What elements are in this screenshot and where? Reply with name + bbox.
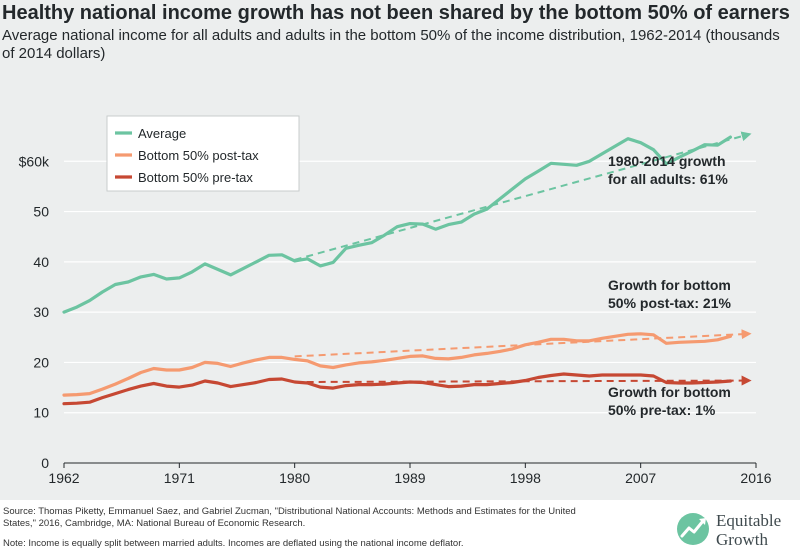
y-tick-label: 10 [33, 405, 49, 421]
series-line [62, 372, 733, 406]
series-line [62, 332, 733, 397]
y-axis-ticks: 0 10 20 30 40 50 $60k [19, 153, 50, 471]
x-tick-label: 1980 [279, 470, 310, 486]
y-tick-label: 0 [41, 455, 49, 471]
legend-box [106, 115, 300, 192]
annotation-line: Growth for bottom [608, 277, 731, 293]
y-tick-label: 50 [33, 204, 49, 220]
annotation-text: 1980-2014 growth for all adults: 61% [608, 153, 728, 187]
y-tick-label: 20 [33, 354, 49, 370]
chart-title: Healthy national income growth has not b… [2, 2, 790, 24]
trend-line [294, 375, 752, 386]
y-tick-label: 40 [33, 254, 49, 270]
x-tick-label: 1971 [164, 470, 195, 486]
annotations: 1980-2014 growth for all adults: 61% Growt… [608, 153, 731, 418]
source-line-1: Source: Thomas Piketty, Emmanuel Saez, a… [3, 506, 576, 517]
logo-text-line-2: Growth [716, 530, 768, 549]
trend-line [294, 329, 752, 358]
x-tick-label: 2007 [625, 470, 656, 486]
y-tick-label: 30 [33, 304, 49, 320]
x-tick-label: 2016 [740, 470, 771, 486]
series-line [62, 135, 733, 314]
x-tick-label: 1962 [48, 470, 79, 486]
x-tick-label: 1989 [394, 470, 425, 486]
x-axis-ticks: 1962 1971 1980 1989 1998 2007 2016 [48, 463, 772, 486]
series-lines [62, 135, 733, 406]
source-text: Source: Thomas Piketty, Emmanuel Saez, a… [3, 506, 643, 529]
annotation-line: 50% pre-tax: 1% [608, 402, 716, 418]
note-text: Note: Income is equally split between ma… [3, 538, 464, 549]
annotation-line: 1980-2014 growth [608, 153, 726, 169]
chart-legend: Average Bottom 50% post-tax Bottom 50% pre… [106, 115, 300, 192]
annotation-line: 50% post-tax: 21% [608, 295, 731, 311]
growth-arrow-icon [677, 513, 709, 545]
annotation-text: Growth for bottom 50% post-tax: 21% [608, 277, 731, 311]
y-tick-label: $60k [19, 153, 50, 169]
annotation-text: Growth for bottom 50% pre-tax: 1% [608, 384, 731, 418]
footer: Source: Thomas Piketty, Emmanuel Saez, a… [0, 500, 800, 558]
trend-lines [294, 131, 752, 386]
logo-text-line-1: Equitable [716, 511, 782, 530]
legend-label: Average [138, 126, 186, 141]
annotation-line: for all adults: 61% [608, 171, 728, 187]
chart-subtitle: Average national income for all adults a… [2, 27, 780, 62]
trend-line [294, 131, 752, 261]
legend-label: Bottom 50% post-tax [138, 148, 259, 163]
legend-label: Bottom 50% pre-tax [138, 170, 253, 185]
line-chart: 0 10 20 30 40 50 $60k 1962 1971 1980 1989 1998 2007… [19, 115, 772, 486]
source-line-2: States," 2016, Cambridge, MA: National B… [3, 517, 306, 529]
annotation-line: Growth for bottom [608, 384, 731, 400]
equitable-growth-logo: Equitable Growth [676, 509, 798, 553]
x-tick-label: 1998 [510, 470, 541, 486]
